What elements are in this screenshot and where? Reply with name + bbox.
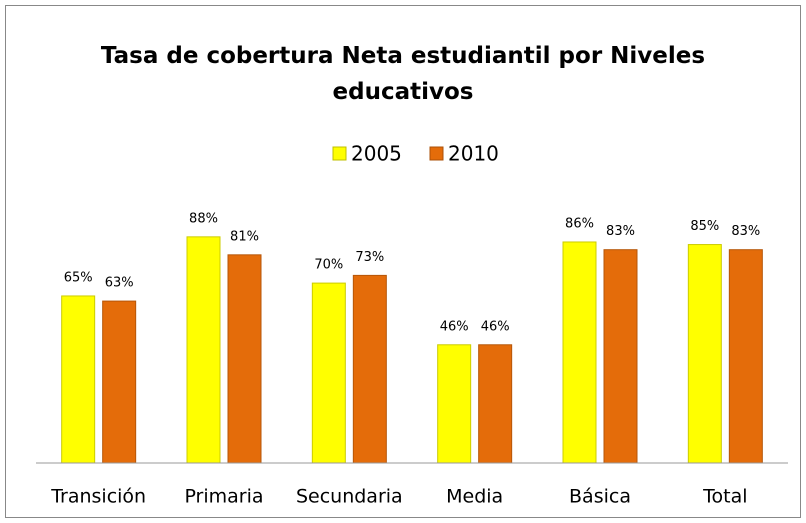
bar [562, 241, 597, 464]
bar [728, 249, 763, 464]
bar [102, 300, 137, 464]
legend-label: 2005 [351, 142, 402, 166]
x-tick-label: Primaria [184, 486, 263, 508]
data-label: 83% [731, 224, 760, 239]
chart-title: Tasa de cobertura Neta estudiantil por N… [100, 43, 706, 105]
data-label: 83% [606, 224, 635, 239]
x-tick-label: Transición [50, 486, 146, 508]
data-label: 46% [481, 319, 510, 334]
bar [311, 282, 346, 464]
legend-swatch [332, 146, 347, 161]
data-label: 85% [690, 219, 719, 234]
bar [603, 249, 638, 464]
data-label: 70% [314, 258, 343, 273]
x-tick-label: Básica [569, 486, 631, 508]
legend-label: 2010 [448, 142, 499, 166]
legend-swatch [429, 146, 444, 161]
data-label: 65% [64, 270, 93, 285]
data-label: 88% [189, 211, 218, 226]
chart-border [5, 5, 801, 518]
bar [186, 236, 221, 464]
data-label: 73% [355, 250, 384, 265]
x-tick-label: Media [446, 486, 503, 508]
bar [478, 344, 513, 464]
x-tick-label: Secundaria [296, 486, 403, 508]
data-label: 86% [565, 216, 594, 231]
data-label: 46% [440, 319, 469, 334]
bar [437, 344, 472, 464]
data-label: 81% [230, 229, 259, 244]
x-tick-label: Total [702, 486, 747, 508]
bar [687, 244, 722, 464]
data-label: 63% [105, 276, 134, 291]
bar [227, 254, 262, 464]
bar [61, 295, 96, 464]
bar [352, 274, 387, 464]
